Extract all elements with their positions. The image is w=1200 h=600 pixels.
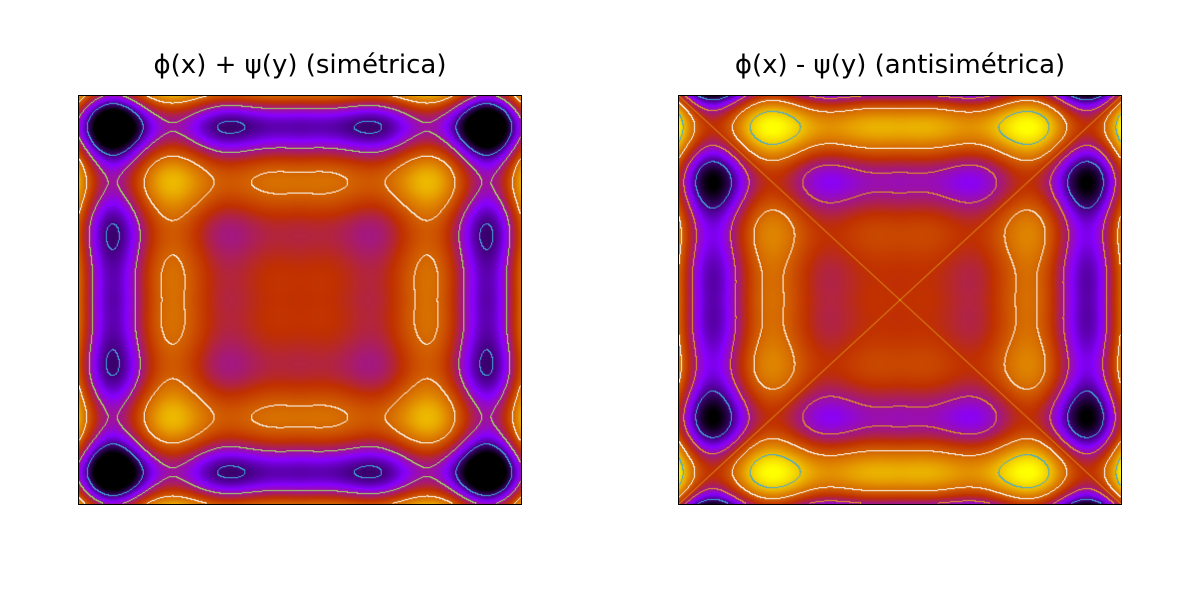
heatmap-plot-antisymmetric [678, 95, 1122, 505]
heatmap-surface-symmetric [79, 96, 521, 504]
heatmap-plot-symmetric [78, 95, 522, 505]
symmetric-panel: ϕ(x) + ψ(y) (simétrica) [78, 50, 522, 505]
heatmap-surface-antisymmetric [679, 96, 1121, 504]
chart-title-antisymmetric: ϕ(x) - ψ(y) (antisimétrica) [734, 50, 1066, 80]
antisymmetric-panel: ϕ(x) - ψ(y) (antisimétrica) [600, 0, 1200, 600]
chart-title-symmetric: ϕ(x) + ψ(y) (simétrica) [153, 50, 447, 80]
